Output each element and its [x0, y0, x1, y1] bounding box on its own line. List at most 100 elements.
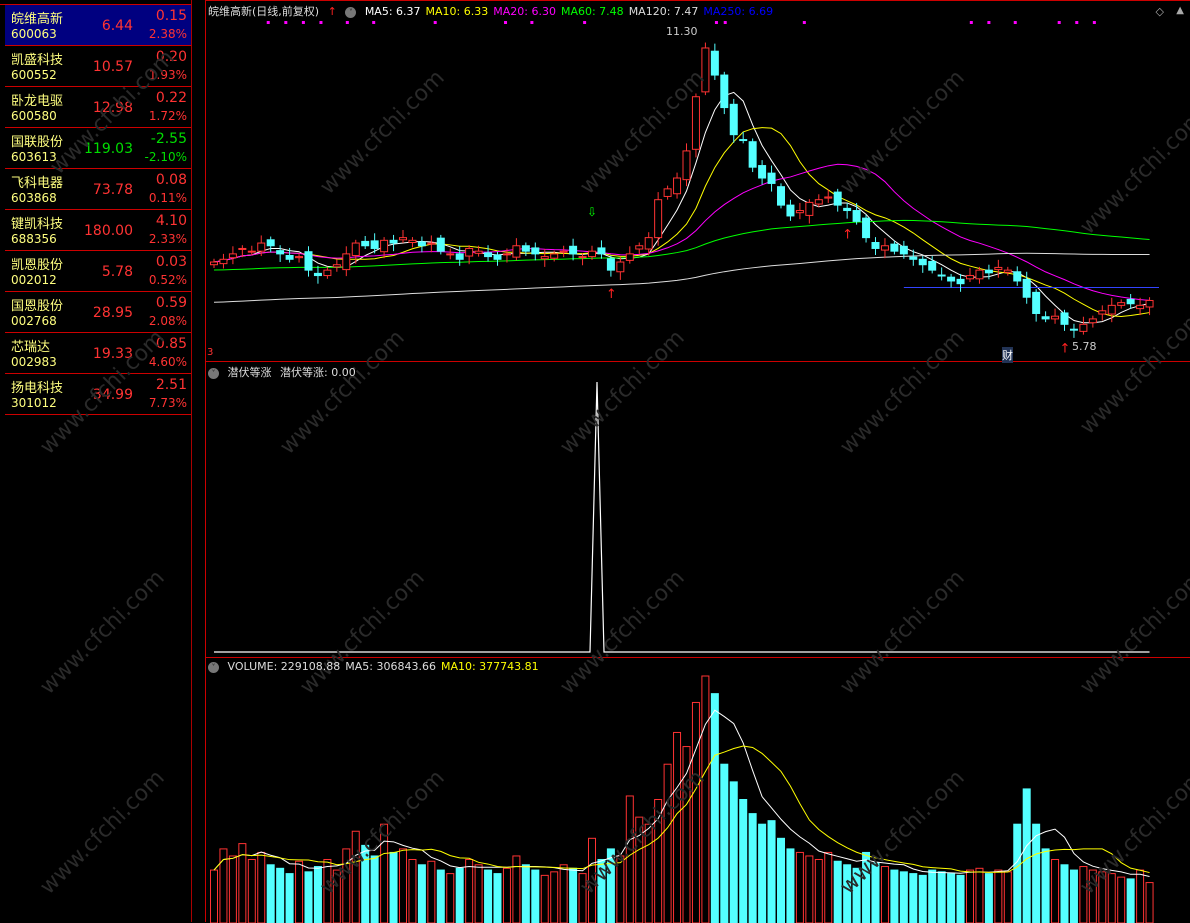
volume-bar [428, 861, 435, 923]
candle-body [655, 200, 662, 238]
signal-dot [346, 21, 349, 24]
scroll-up-icon[interactable]: ▲ [1176, 5, 1184, 16]
stock-code: 600552 [11, 68, 57, 82]
stock-change: 2.51 [156, 377, 187, 393]
buy-arrow-icon: ↑ [1060, 341, 1071, 356]
ma-label: MA250: 6.69 [703, 5, 773, 18]
stock-change: 0.85 [156, 336, 187, 352]
volume-bar [286, 874, 293, 923]
finance-marker[interactable]: 财 [1002, 347, 1013, 363]
volume-bar [664, 764, 671, 923]
candle-body [683, 151, 690, 180]
candle-body [551, 254, 558, 258]
candle-body [475, 251, 482, 253]
stock-price: 73.78 [93, 182, 133, 198]
volume-bar [1089, 870, 1096, 923]
candle-body [796, 211, 803, 213]
candlestick-chart[interactable]: ↑↑↑⇩ [206, 1, 1190, 362]
volume-bar [456, 868, 463, 923]
volume-bar [258, 852, 265, 923]
stock-pct: 4.60% [149, 355, 187, 369]
volume-bar [806, 856, 813, 923]
volume-bar [494, 874, 501, 923]
candle-body [333, 265, 340, 267]
diamond-icon[interactable]: ◇ [1156, 5, 1164, 18]
ma-label: MA5: 6.37 [365, 5, 421, 18]
candle-body [579, 257, 586, 258]
volume-bar [296, 861, 303, 923]
volume-bar [1146, 883, 1153, 923]
stock-name: 扬电科技 [11, 377, 63, 396]
volume-bar [938, 872, 945, 923]
dropdown-icon[interactable]: ˅ [208, 368, 219, 379]
volume-bar [985, 874, 992, 923]
candle-body [1042, 317, 1049, 319]
candle-body [1052, 316, 1059, 319]
candle-body [1137, 305, 1144, 308]
volume-bar [730, 782, 737, 923]
ma5-line [214, 92, 1150, 322]
volume-bar [551, 872, 558, 923]
volume-bar [211, 870, 218, 923]
candle-body [711, 51, 718, 75]
volume-bar [466, 859, 473, 923]
dropdown-icon[interactable]: ˅ [208, 662, 219, 673]
volume-bar [1042, 849, 1049, 923]
volume-bar [513, 856, 520, 923]
volume-bar [1108, 874, 1115, 923]
volume-bar [645, 824, 652, 923]
candle-body [362, 241, 369, 245]
stock-name: 国联股份 [11, 131, 63, 150]
dropdown-icon[interactable]: ˅ [345, 7, 356, 18]
volume-bar [267, 865, 274, 923]
signal-dot [530, 21, 533, 24]
signal-dot [803, 21, 806, 24]
candle-body [267, 240, 274, 246]
stock-code: 603613 [11, 150, 57, 164]
stock-price: 180.00 [84, 223, 133, 239]
ma-label: MA10: 6.33 [426, 5, 489, 18]
stock-code: 600580 [11, 109, 57, 123]
volume-bar [400, 849, 407, 923]
volume-bar [825, 852, 832, 923]
candle-body [371, 241, 378, 249]
volume-bar [702, 676, 709, 923]
indicator-pane[interactable]: ˅ 潜伏等涨 潜伏等涨: 0.00 [205, 361, 1190, 661]
volume-bar [1127, 879, 1134, 923]
candle-body [844, 208, 851, 210]
stock-change: 0.59 [156, 295, 187, 311]
volume-bar [352, 831, 359, 923]
volume-bar [362, 845, 369, 923]
stock-name: 凯盛科技 [11, 49, 63, 68]
ma120-line [214, 253, 1150, 302]
stock-pct: -2.10% [145, 150, 187, 164]
volume-bar [863, 852, 870, 923]
candle-body [418, 242, 425, 246]
candle-body [645, 238, 652, 249]
candle-body [437, 238, 444, 251]
volume-bar [948, 874, 955, 923]
stock-price: 6.44 [102, 18, 133, 34]
candle-body [1033, 292, 1040, 313]
candle-body [863, 218, 870, 238]
volume-bar [995, 870, 1002, 923]
candle-body [456, 254, 463, 259]
candle-body [229, 254, 236, 258]
candle-body [258, 243, 265, 251]
stock-pct: 0.52% [149, 273, 187, 287]
signal-dot [715, 21, 718, 24]
